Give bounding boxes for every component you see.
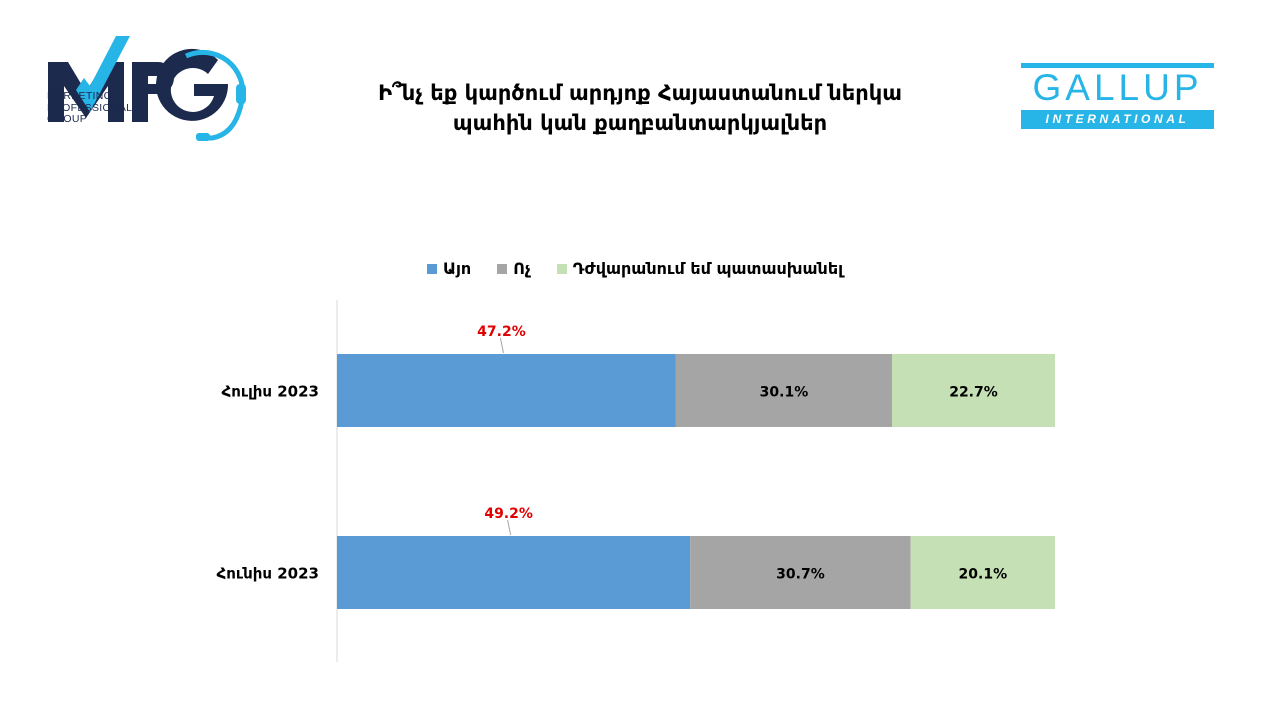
data-label-no: 30.1% <box>760 385 809 401</box>
legend-swatch-hard <box>556 263 567 274</box>
legend-swatch-yes <box>426 263 437 274</box>
chart-title-line: Ի՞նչ եք կարծում արդյոք Հայաստանում ներկա <box>378 81 902 105</box>
mpg-caption-line: GROUP <box>47 113 88 125</box>
data-label-leader <box>507 519 512 536</box>
data-label-hard: 20.1% <box>959 567 1008 583</box>
category-label: Հունիս 2023 <box>217 565 319 583</box>
chart-title: Ի՞նչ եք կարծում արդյոք Հայաստանում ներկա… <box>330 78 950 138</box>
bar-segment-no <box>675 354 893 427</box>
bar-segment-hard <box>892 354 1055 427</box>
gallup-logo-word: GALLUP <box>1032 67 1203 108</box>
gallup-logo-bar <box>1021 63 1214 68</box>
mpg-caption-line: MARKETING <box>47 90 113 102</box>
mpg-logo-caption: MARKETING PROFESSIONAL GROUP <box>47 90 133 126</box>
data-label-yes: 49.2% <box>484 506 533 522</box>
gallup-logo-sub: INTERNATIONAL <box>1021 110 1214 129</box>
mpg-logo-check <box>76 36 130 112</box>
chart-title-line: պահին կան քաղբանտարկյալներ <box>452 111 828 135</box>
mpg-logo <box>48 36 246 141</box>
legend-item-hard: Դժվարանում եմ պատասխանել <box>556 259 844 278</box>
category-label: Հուլիս 2023 <box>222 383 319 401</box>
mpg-caption-line: PROFESSIONAL <box>47 101 133 114</box>
gallup-logo: GALLUP INTERNATIONAL <box>1021 63 1214 129</box>
data-label-leader <box>499 337 504 354</box>
data-label-no: 30.7% <box>776 567 825 583</box>
legend-item-no: Ոչ <box>497 259 531 278</box>
legend-label-no: Ոչ <box>513 259 531 278</box>
legend-swatch-no <box>497 263 508 274</box>
bar-segment-yes <box>337 354 676 427</box>
chart-legend: Այո Ոչ Դժվարանում եմ պատասխանել <box>0 259 1270 278</box>
legend-label-yes: Այո <box>442 259 472 278</box>
mpg-logo-g <box>156 48 229 121</box>
bar-segment-yes <box>337 536 691 609</box>
data-label-yes: 47.2% <box>477 324 526 340</box>
legend-item-yes: Այո <box>426 259 472 278</box>
bar-segment-hard <box>910 536 1055 609</box>
legend-label-hard: Դժվարանում եմ պատասխանել <box>572 259 844 278</box>
data-label-hard: 22.7% <box>949 385 998 401</box>
bar-segment-no <box>690 536 911 609</box>
